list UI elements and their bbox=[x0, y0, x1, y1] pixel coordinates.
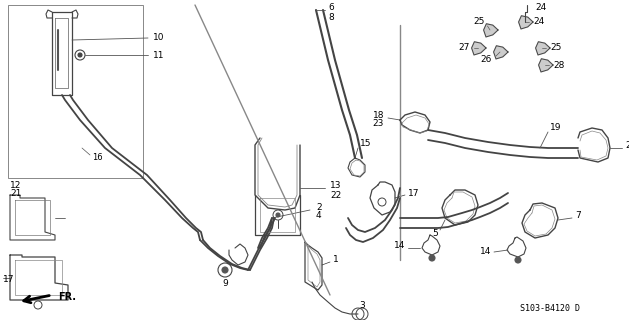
Polygon shape bbox=[494, 46, 508, 59]
Circle shape bbox=[429, 255, 435, 261]
Text: 27: 27 bbox=[459, 44, 470, 52]
Text: 19: 19 bbox=[550, 124, 562, 132]
Polygon shape bbox=[518, 16, 533, 29]
Text: 3: 3 bbox=[359, 301, 365, 310]
Text: 14: 14 bbox=[480, 247, 491, 257]
Polygon shape bbox=[538, 59, 553, 72]
Text: 16: 16 bbox=[92, 154, 103, 163]
Text: 15: 15 bbox=[360, 140, 372, 148]
Polygon shape bbox=[536, 42, 550, 55]
Text: 2: 2 bbox=[316, 203, 321, 212]
Text: 17: 17 bbox=[408, 188, 420, 197]
Polygon shape bbox=[484, 24, 498, 37]
Text: 25: 25 bbox=[474, 18, 485, 27]
Text: 24: 24 bbox=[535, 4, 546, 12]
Text: 28: 28 bbox=[553, 60, 564, 69]
Circle shape bbox=[78, 53, 82, 57]
Text: 9: 9 bbox=[222, 279, 228, 289]
Text: 8: 8 bbox=[328, 12, 334, 21]
Text: 4: 4 bbox=[316, 212, 321, 220]
Text: 25: 25 bbox=[550, 44, 561, 52]
Text: S103-B4120 D: S103-B4120 D bbox=[520, 304, 580, 313]
Polygon shape bbox=[472, 42, 486, 55]
Bar bbox=[8, 5, 143, 178]
Text: 14: 14 bbox=[394, 242, 405, 251]
Text: 21: 21 bbox=[10, 189, 21, 198]
Text: 6: 6 bbox=[328, 4, 334, 12]
Text: 26: 26 bbox=[481, 55, 492, 65]
Text: 12: 12 bbox=[10, 181, 21, 190]
Text: FR.: FR. bbox=[58, 292, 76, 302]
Text: 22: 22 bbox=[330, 190, 342, 199]
Text: 13: 13 bbox=[330, 181, 342, 190]
Text: 1: 1 bbox=[333, 255, 339, 265]
Text: 10: 10 bbox=[153, 34, 165, 43]
Text: 11: 11 bbox=[153, 51, 165, 60]
Text: 17: 17 bbox=[3, 276, 14, 284]
Circle shape bbox=[222, 267, 228, 273]
Text: 20: 20 bbox=[625, 141, 629, 150]
Circle shape bbox=[515, 257, 521, 263]
Text: 7: 7 bbox=[575, 212, 581, 220]
Text: 23: 23 bbox=[372, 119, 384, 129]
Text: 18: 18 bbox=[372, 110, 384, 119]
Text: 24: 24 bbox=[533, 18, 544, 27]
Text: 5: 5 bbox=[432, 229, 438, 238]
Circle shape bbox=[276, 213, 280, 217]
